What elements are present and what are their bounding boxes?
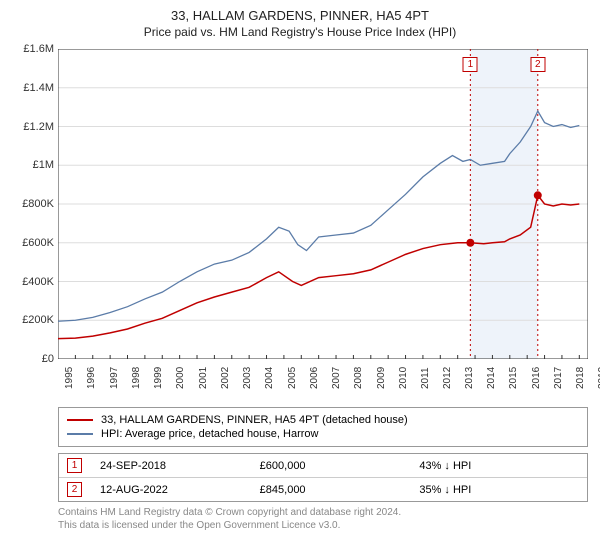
- transaction-price: £600,000: [260, 460, 420, 472]
- y-axis: £0£200K£400K£600K£800K£1M£1.2M£1.4M£1.6M: [12, 49, 58, 359]
- sale-marker: 2: [530, 57, 545, 72]
- legend-item: HPI: Average price, detached house, Harr…: [67, 427, 579, 441]
- transaction-marker: 1: [67, 458, 82, 473]
- x-tick-label: 2000: [175, 367, 186, 389]
- plot-svg: [58, 49, 588, 359]
- plot-area: 12: [58, 49, 588, 359]
- x-tick-label: 2012: [442, 367, 453, 389]
- transactions-table: 1 24-SEP-2018£600,00043% ↓ HPI 2 12-AUG-202…: [58, 453, 588, 502]
- x-tick-label: 2015: [508, 367, 519, 389]
- transaction-date: 24-SEP-2018: [100, 460, 260, 472]
- transaction-price: £845,000: [260, 484, 420, 496]
- y-tick-label: £1.2M: [23, 121, 54, 133]
- x-tick-label: 2002: [220, 367, 231, 389]
- x-tick-label: 2009: [376, 367, 387, 389]
- x-tick-label: 1996: [86, 367, 97, 389]
- y-tick-label: £400K: [22, 276, 54, 288]
- legend: 33, HALLAM GARDENS, PINNER, HA5 4PT (det…: [58, 407, 588, 447]
- footnote-line: This data is licensed under the Open Gov…: [58, 519, 588, 532]
- legend-label: 33, HALLAM GARDENS, PINNER, HA5 4PT (det…: [101, 414, 408, 426]
- transaction-row: 1 24-SEP-2018£600,00043% ↓ HPI: [59, 454, 587, 477]
- y-tick-label: £200K: [22, 314, 54, 326]
- x-tick-label: 2005: [287, 367, 298, 389]
- x-tick-label: 2018: [575, 367, 586, 389]
- x-tick-label: 2011: [420, 367, 431, 389]
- y-tick-label: £800K: [22, 198, 54, 210]
- chart-title: 33, HALLAM GARDENS, PINNER, HA5 4PT: [12, 8, 588, 23]
- x-tick-label: 2017: [553, 367, 564, 389]
- legend-swatch: [67, 419, 93, 421]
- x-tick-label: 2014: [486, 367, 497, 389]
- x-tick-label: 1998: [131, 367, 142, 389]
- transaction-row: 2 12-AUG-2022£845,00035% ↓ HPI: [59, 477, 587, 501]
- x-tick-label: 1995: [64, 367, 75, 389]
- sale-dot: [534, 191, 542, 199]
- x-tick-label: 1997: [109, 367, 120, 389]
- x-tick-label: 2004: [264, 367, 275, 389]
- x-axis: 1995 1996 1997 1998 1999 2000 2001 2002 2003 2004…: [58, 359, 588, 399]
- chart-subtitle: Price paid vs. HM Land Registry's House …: [12, 25, 588, 39]
- x-tick-label: 2016: [531, 367, 542, 389]
- transaction-delta: 43% ↓ HPI: [419, 460, 579, 472]
- transaction-date: 12-AUG-2022: [100, 484, 260, 496]
- legend-swatch: [67, 433, 93, 435]
- footnote: Contains HM Land Registry data © Crown c…: [58, 506, 588, 532]
- x-tick-label: 2007: [331, 367, 342, 389]
- y-tick-label: £1M: [33, 159, 54, 171]
- x-tick-label: 2008: [353, 367, 364, 389]
- transaction-delta: 35% ↓ HPI: [419, 484, 579, 496]
- sale-marker: 1: [463, 57, 478, 72]
- x-tick-label: 2001: [198, 367, 209, 389]
- legend-label: HPI: Average price, detached house, Harr…: [101, 428, 318, 440]
- footnote-line: Contains HM Land Registry data © Crown c…: [58, 506, 588, 519]
- legend-item: 33, HALLAM GARDENS, PINNER, HA5 4PT (det…: [67, 413, 579, 427]
- transaction-marker: 2: [67, 482, 82, 497]
- x-tick-label: 2010: [398, 367, 409, 389]
- y-tick-label: £1.6M: [23, 43, 54, 55]
- sale-dot: [466, 239, 474, 247]
- y-tick-label: £600K: [22, 237, 54, 249]
- x-tick-label: 2003: [242, 367, 253, 389]
- chart-container: 33, HALLAM GARDENS, PINNER, HA5 4PT Pric…: [0, 0, 600, 560]
- x-tick-label: 2013: [464, 367, 475, 389]
- x-tick-label: 1999: [153, 367, 164, 389]
- y-tick-label: £1.4M: [23, 82, 54, 94]
- chart-row: £0£200K£400K£600K£800K£1M£1.2M£1.4M£1.6M…: [12, 49, 588, 359]
- y-tick-label: £0: [42, 353, 54, 365]
- x-tick-label: 2006: [309, 367, 320, 389]
